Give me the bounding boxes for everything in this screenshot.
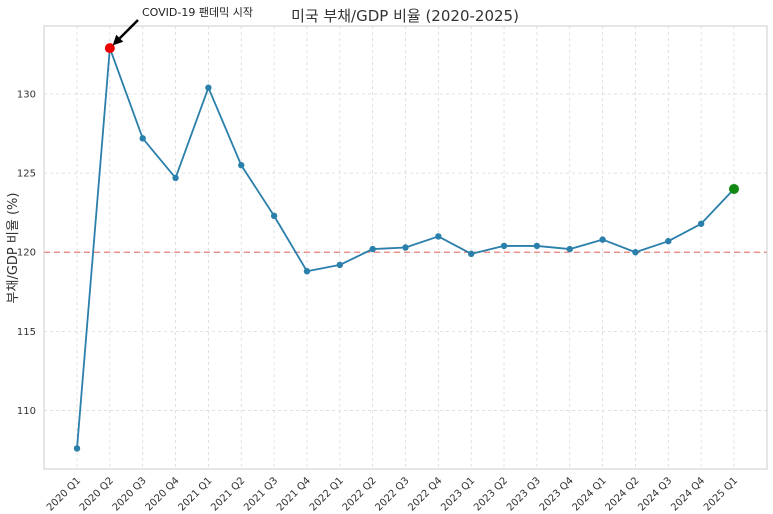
x-tick-label: 2024 Q2 [603, 475, 641, 513]
y-axis-label: 부채/GDP 비율 (%) [6, 193, 21, 304]
data-point [73, 445, 81, 452]
y-tick-labels: 110 115 120 125 130 [17, 90, 36, 417]
x-tick-label: 2022 Q1 [308, 475, 346, 513]
grid [44, 26, 767, 469]
x-tick-label: 2023 Q3 [505, 475, 543, 513]
plot-frame [43, 25, 768, 470]
x-tick-label: 2024 Q1 [571, 475, 609, 513]
x-tick-label: 2024 Q4 [669, 475, 707, 513]
x-tick-label: 2020 Q4 [144, 475, 182, 513]
y-tick-label: 120 [17, 248, 36, 259]
data-point [632, 249, 639, 256]
y-tick-label: 115 [17, 327, 36, 338]
x-tick-label: 2021 Q3 [242, 475, 280, 513]
x-tick-label: 2022 Q4 [406, 475, 444, 513]
x-tick-label: 2020 Q2 [78, 475, 116, 513]
x-tick-label: 2021 Q4 [275, 475, 313, 513]
chart-title: 미국 부채/GDP 비율 (2020-2025) [291, 7, 519, 25]
x-tick-label: 2022 Q2 [341, 475, 379, 513]
x-tick-label: 2022 Q3 [374, 475, 412, 513]
data-point [665, 237, 672, 245]
y-tick-label: 110 [17, 406, 36, 417]
x-tick-label: 2021 Q2 [209, 475, 247, 513]
data-point [303, 268, 311, 275]
data-point [369, 245, 376, 253]
annotation-arrow-head [112, 34, 124, 46]
data-point [533, 242, 541, 250]
x-tick-label: 2021 Q1 [176, 475, 214, 513]
data-point [205, 84, 212, 91]
highlight-point-latest [729, 183, 739, 194]
x-tick-label: 2024 Q3 [636, 475, 674, 513]
data-point [697, 220, 705, 227]
annotation-text: COVID-19 팬데믹 시작 [142, 6, 253, 19]
highlight-point-peak [104, 43, 115, 54]
data-point [336, 261, 343, 269]
data-point [468, 250, 475, 258]
data-point [566, 245, 573, 253]
x-tick-label: 2020 Q1 [45, 475, 83, 513]
y-tick-label: 130 [17, 90, 36, 101]
data-point [402, 244, 409, 251]
data-point [172, 174, 179, 182]
annotation: COVID-19 팬데믹 시작 [112, 6, 253, 46]
data-point [238, 162, 245, 169]
data-point [435, 233, 442, 240]
data-points [73, 43, 739, 452]
y-tick-label: 125 [17, 169, 36, 180]
x-tick-label: 2025 Q1 [702, 475, 740, 513]
x-tick-label: 2023 Q2 [472, 475, 510, 513]
annotation-arrow [118, 19, 139, 40]
data-point [270, 212, 278, 220]
data-point [139, 135, 146, 142]
data-point [500, 242, 508, 250]
x-tick-label: 2023 Q4 [538, 475, 576, 513]
x-tick-label: 2023 Q1 [439, 475, 477, 513]
data-point [599, 236, 606, 243]
x-tick-label: 2020 Q3 [111, 475, 149, 513]
